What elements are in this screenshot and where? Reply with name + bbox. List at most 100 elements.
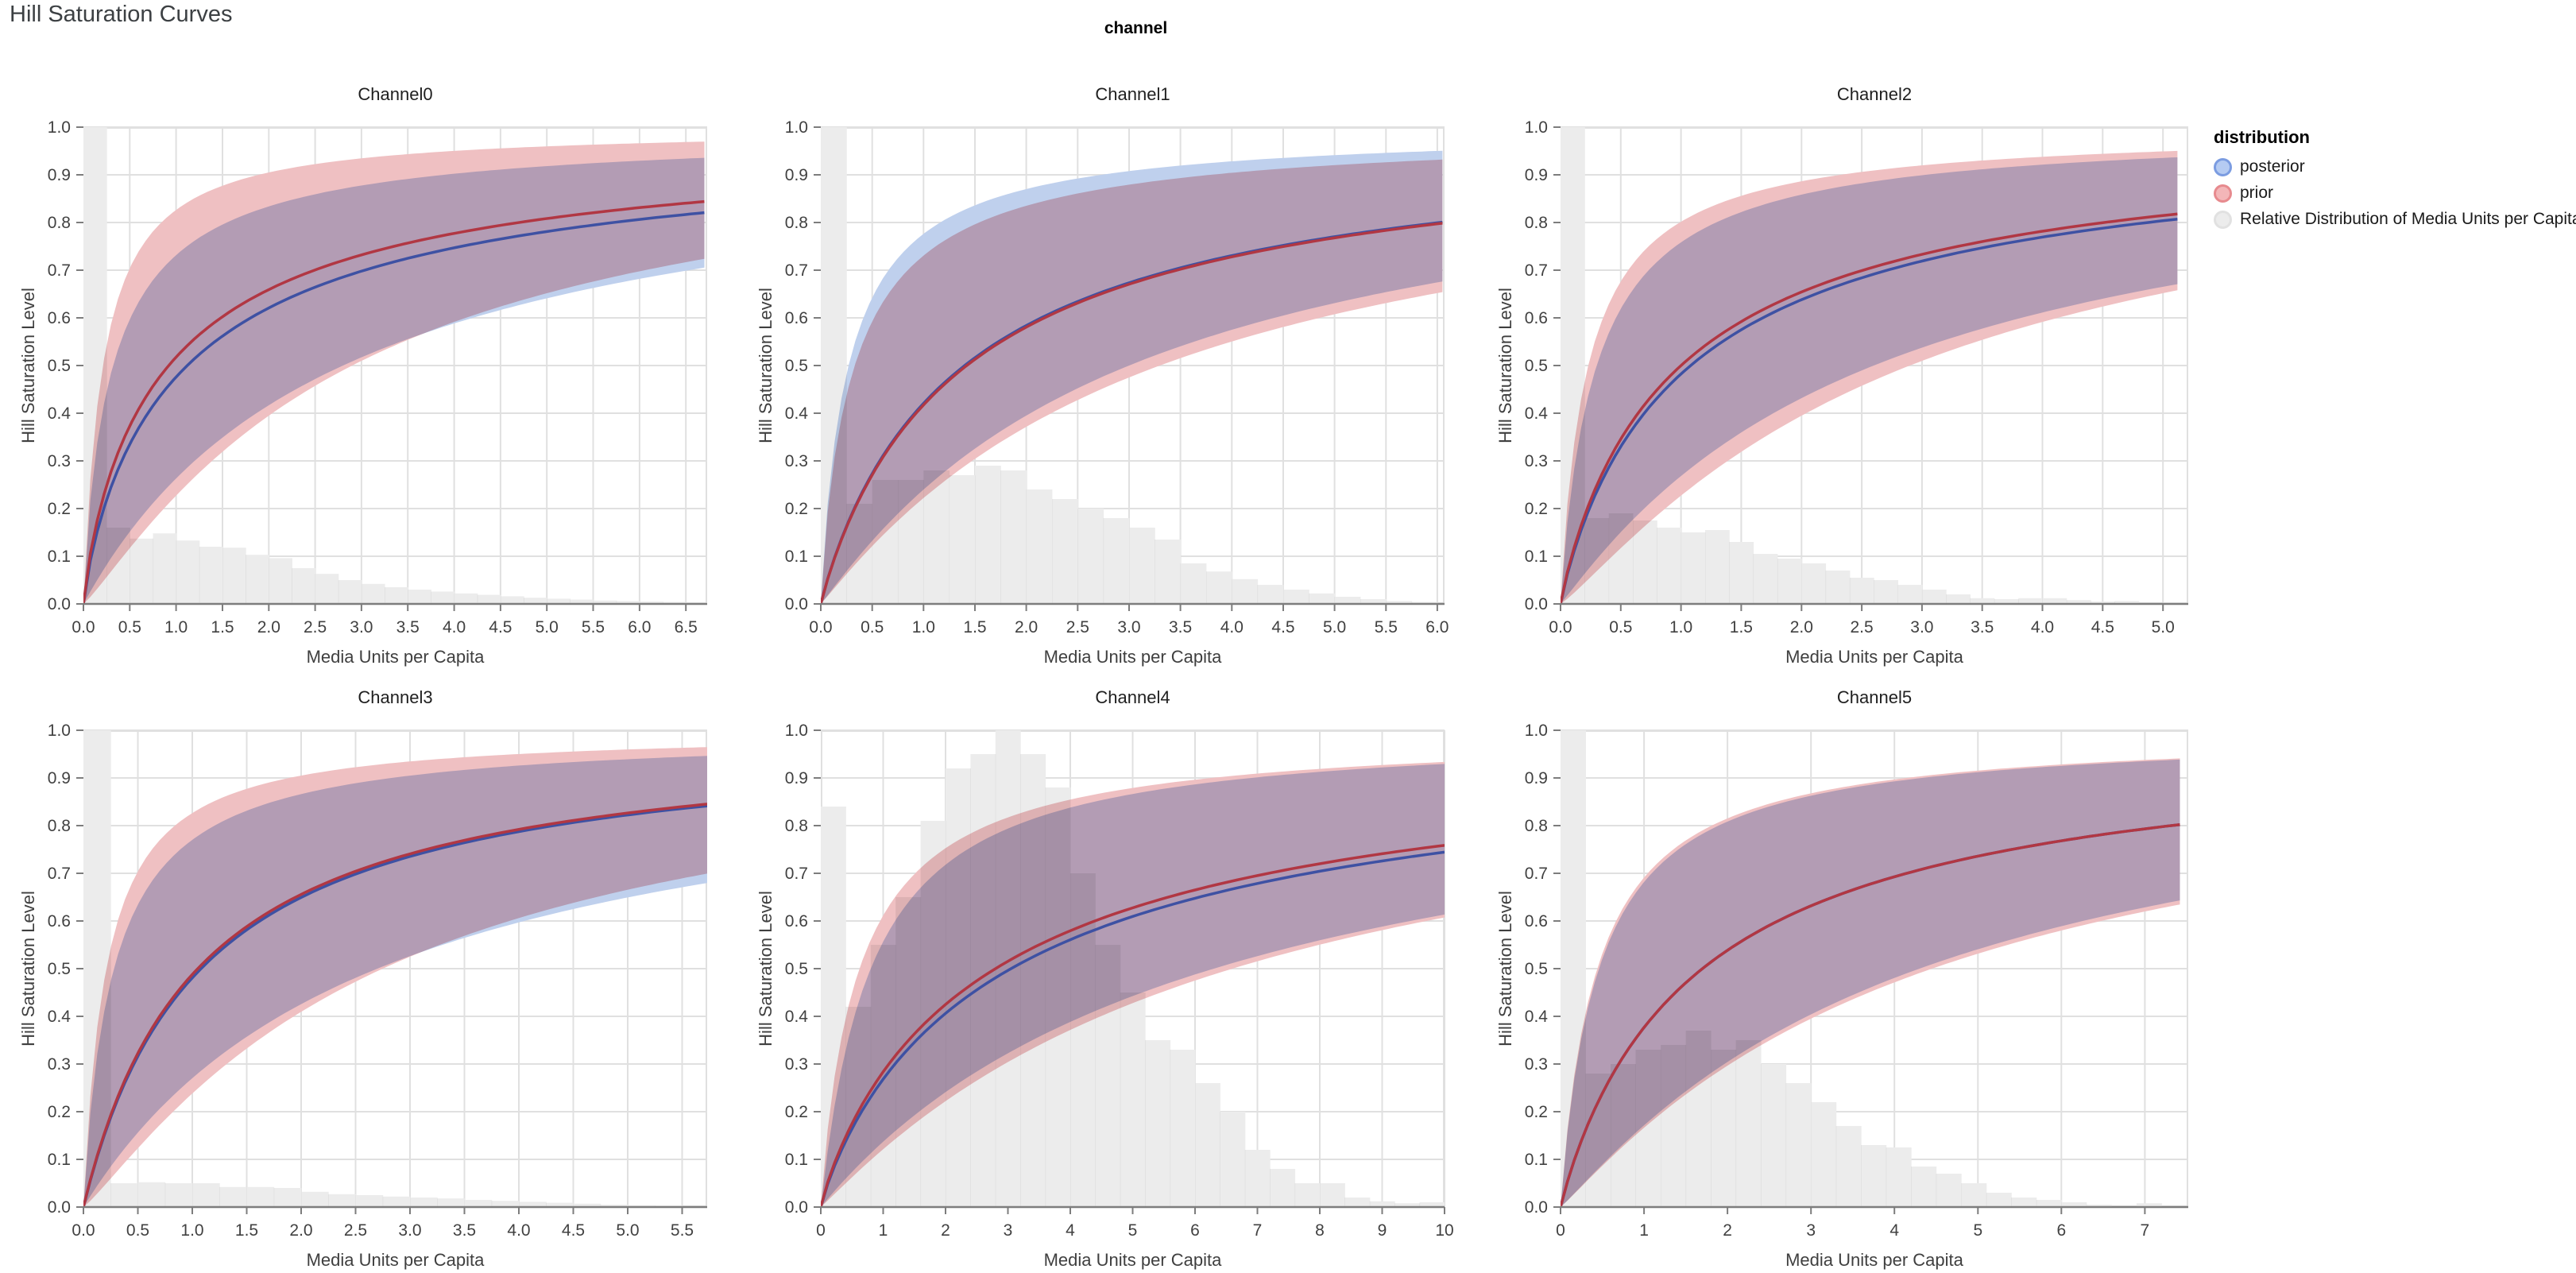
histogram-bar (600, 1205, 629, 1207)
histogram-bar (639, 602, 663, 604)
y-tick-label: 0.0 (785, 595, 808, 613)
y-tick-label: 0.3 (785, 1055, 808, 1074)
x-tick-label: 3 (1806, 1221, 1816, 1240)
y-tick-label: 1.0 (1525, 118, 1548, 137)
x-tick-label: 4.5 (562, 1221, 585, 1240)
histogram-bar (1026, 489, 1053, 604)
x-tick-label: 3.5 (1971, 618, 1994, 636)
y-tick-label: 0.0 (1525, 595, 1548, 613)
histogram-bar (1835, 1126, 1862, 1207)
subplot-Channel2: Channel2 0.0 0.5 1.0 1.5 2.0 2.5 3.0 3.5 4.0 4.5 5.… (1495, 84, 2188, 667)
y-tick-label: 0.8 (1525, 214, 1548, 232)
x-tick-label: 3.5 (1169, 618, 1192, 636)
x-tick-label: 9 (1378, 1221, 1387, 1240)
x-tick-label: 2.5 (1066, 618, 1089, 636)
histogram-bar (2066, 600, 2091, 604)
histogram-bar (338, 580, 362, 604)
y-tick-label: 0.7 (48, 865, 71, 883)
histogram-bar (246, 555, 269, 604)
x-tick-label: 1.0 (180, 1221, 203, 1240)
histogram-bar (2136, 1203, 2162, 1207)
x-tick-label: 3 (1004, 1221, 1013, 1240)
x-tick-label: 0 (1556, 1221, 1565, 1240)
histogram-bar (975, 466, 1001, 604)
x-tick-label: 1.0 (1669, 618, 1692, 636)
histogram-bar (1986, 1193, 2012, 1207)
histogram-bar (1195, 1083, 1220, 1207)
histogram-bar (408, 590, 431, 604)
legend-item-posterior: posterior (2214, 157, 2576, 176)
x-tick-label: 2.0 (257, 618, 280, 636)
histogram-bar (1145, 1040, 1171, 1207)
histogram-bar (1129, 528, 1155, 604)
x-tick-label: 2.5 (304, 618, 327, 636)
histogram-bar (1232, 578, 1259, 604)
y-tick-label: 0.7 (785, 865, 808, 883)
y-tick-label: 0.4 (1525, 404, 1549, 423)
histogram-bar (1657, 528, 1682, 604)
x-tick-label: 0.0 (1549, 618, 1572, 636)
y-tick-label: 0.3 (1525, 1055, 1548, 1074)
subplot-Channel3: Channel3 0.0 0.5 1.0 1.5 2.0 2.5 3.0 3.5 4.0 4.5 5.… (18, 687, 707, 1270)
histogram-bar (1244, 1150, 1271, 1207)
y-axis-title: Hill Saturation Level (18, 891, 38, 1047)
y-tick-label: 0.4 (785, 1008, 809, 1026)
x-tick-label: 5 (1973, 1221, 1982, 1240)
y-tick-label: 0.9 (785, 166, 808, 184)
histogram-bar (1344, 1198, 1371, 1207)
y-axis-title: Hill Saturation Level (1495, 288, 1515, 443)
x-tick-label: 4.5 (1271, 618, 1294, 636)
y-tick-label: 0.2 (48, 500, 71, 518)
histogram-bar (1283, 590, 1309, 604)
x-tick-label: 0.0 (72, 1221, 95, 1240)
histogram-bar (1753, 554, 1778, 604)
x-tick-label: 0.0 (809, 618, 832, 636)
prior-median-line (83, 803, 707, 1207)
histogram-bar (1220, 1112, 1246, 1207)
y-tick-label: 0.2 (785, 1103, 808, 1121)
histogram-bar (1052, 499, 1078, 604)
histogram-bar (1729, 542, 1754, 604)
x-tick-label: 6.5 (675, 618, 698, 636)
histogram-bar (524, 598, 547, 604)
y-tick-label: 0.2 (1525, 1103, 1548, 1121)
y-tick-label: 0.6 (785, 309, 808, 327)
page-title: Hill Saturation Curves (10, 2, 233, 27)
x-tick-label: 2.0 (289, 1221, 312, 1240)
histogram-bar (2042, 598, 2067, 604)
x-tick-label: 4 (1066, 1221, 1075, 1240)
histogram-bar (2086, 1205, 2112, 1207)
histogram-bar (1936, 1174, 1962, 1207)
x-tick-label: 5.0 (2152, 618, 2175, 636)
x-tick-label: 7 (2141, 1221, 2150, 1240)
x-tick-label: 6 (2056, 1221, 2066, 1240)
y-tick-label: 0.5 (785, 357, 808, 375)
x-tick-label: 5.0 (536, 618, 559, 636)
y-tick-label: 0.7 (785, 261, 808, 280)
x-tick-label: 4 (1889, 1221, 1899, 1240)
legend-item-label: Relative Distribution of Media Units per… (2240, 210, 2576, 228)
y-tick-label: 0.4 (48, 1008, 72, 1026)
y-tick-label: 0.9 (1525, 769, 1548, 787)
x-tick-label: 3.0 (1117, 618, 1140, 636)
histogram-bar (355, 1195, 384, 1207)
subplot-title: Channel0 (358, 84, 432, 104)
y-axis-title: Hill Saturation Level (756, 891, 776, 1047)
posterior-band (1561, 759, 2180, 1207)
y-tick-label: 1.0 (785, 118, 808, 137)
prior-median-line (1561, 822, 2180, 1207)
y-tick-label: 0.7 (1525, 261, 1548, 280)
histogram-bar (1777, 559, 1802, 604)
x-axis-title: Media Units per Capita (1044, 647, 1223, 667)
histogram-bar (1874, 580, 1898, 604)
y-tick-label: 0.5 (785, 960, 808, 978)
histogram-bar (1077, 509, 1104, 604)
histogram-bar (570, 599, 594, 604)
histogram-bar (1270, 1169, 1296, 1207)
histogram-bar (1170, 1050, 1196, 1207)
histogram-bar (192, 1183, 220, 1207)
histogram-bar (477, 594, 501, 604)
posterior-median-line (83, 804, 707, 1207)
subplot-Channel5: Channel5 0 1 2 3 4 5 6 7 0.0 0.1 0.2 0.3 0.4 0.5 0.6 0.7… (1495, 687, 2188, 1270)
